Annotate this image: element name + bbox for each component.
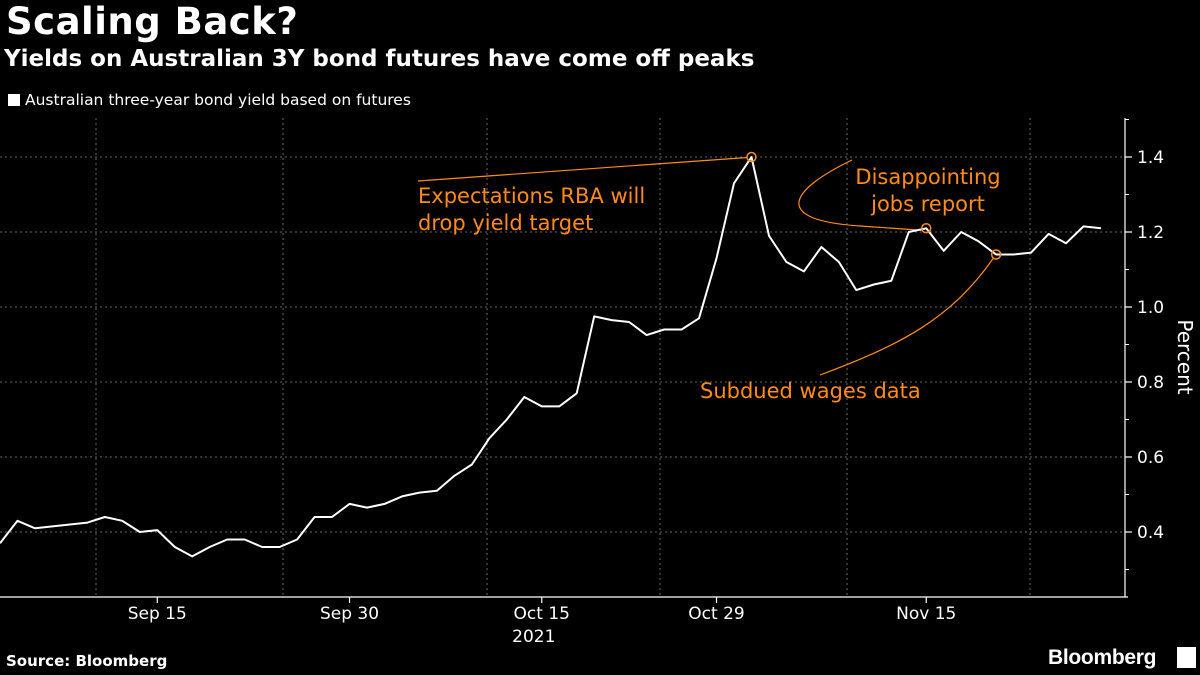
x-year-label: 2021 [512,627,555,647]
x-tick-label: Sep 30 [320,604,379,624]
series-line [0,156,1102,558]
x-tick-label: Sep 15 [128,604,187,624]
annotation-rba-line: drop yield target [418,211,593,235]
brand-logo-text: Bloomberg [1048,646,1157,669]
y-tick-label: 1.4 [1137,148,1164,168]
y-tick-label: 1.0 [1137,298,1164,318]
legend-label: Australian three-year bond yield based o… [25,91,411,109]
annotation-marker-jobs [920,223,932,234]
y-tick-label: 0.4 [1137,523,1164,543]
chart-subtitle: Yields on Australian 3Y bond futures hav… [4,46,755,72]
x-tick-label: Oct 29 [688,604,744,624]
x-tick-label: Nov 15 [896,604,956,624]
x-tick-label: Oct 15 [514,604,570,624]
y-tick-label: 0.8 [1137,373,1164,393]
annotation-jobs-line: Disappointing [855,165,1000,189]
y-tick-label: 0.6 [1137,448,1164,468]
annotation-marker-wages [990,249,1002,260]
annotation-wages-line: Subdued wages data [700,379,921,403]
bloomberg-icon [1177,647,1196,668]
legend: Australian three-year bond yield based o… [8,91,411,109]
annotation-leader-rba [417,156,748,182]
annotation-jobs-line: jobs report [870,192,985,216]
y-tick-label: 1.2 [1137,223,1164,243]
chart-title: Scaling Back? [6,0,299,43]
annotation-leader-jobs [798,159,922,231]
annotation-rba-line: Expectations RBA will [418,184,645,208]
y-axis-label: Percent [1173,319,1197,394]
annotation-leader-wages [819,258,994,376]
legend-swatch [8,94,20,106]
annotation-marker-rba [746,151,757,163]
source-note: Source: Bloomberg [6,652,168,670]
